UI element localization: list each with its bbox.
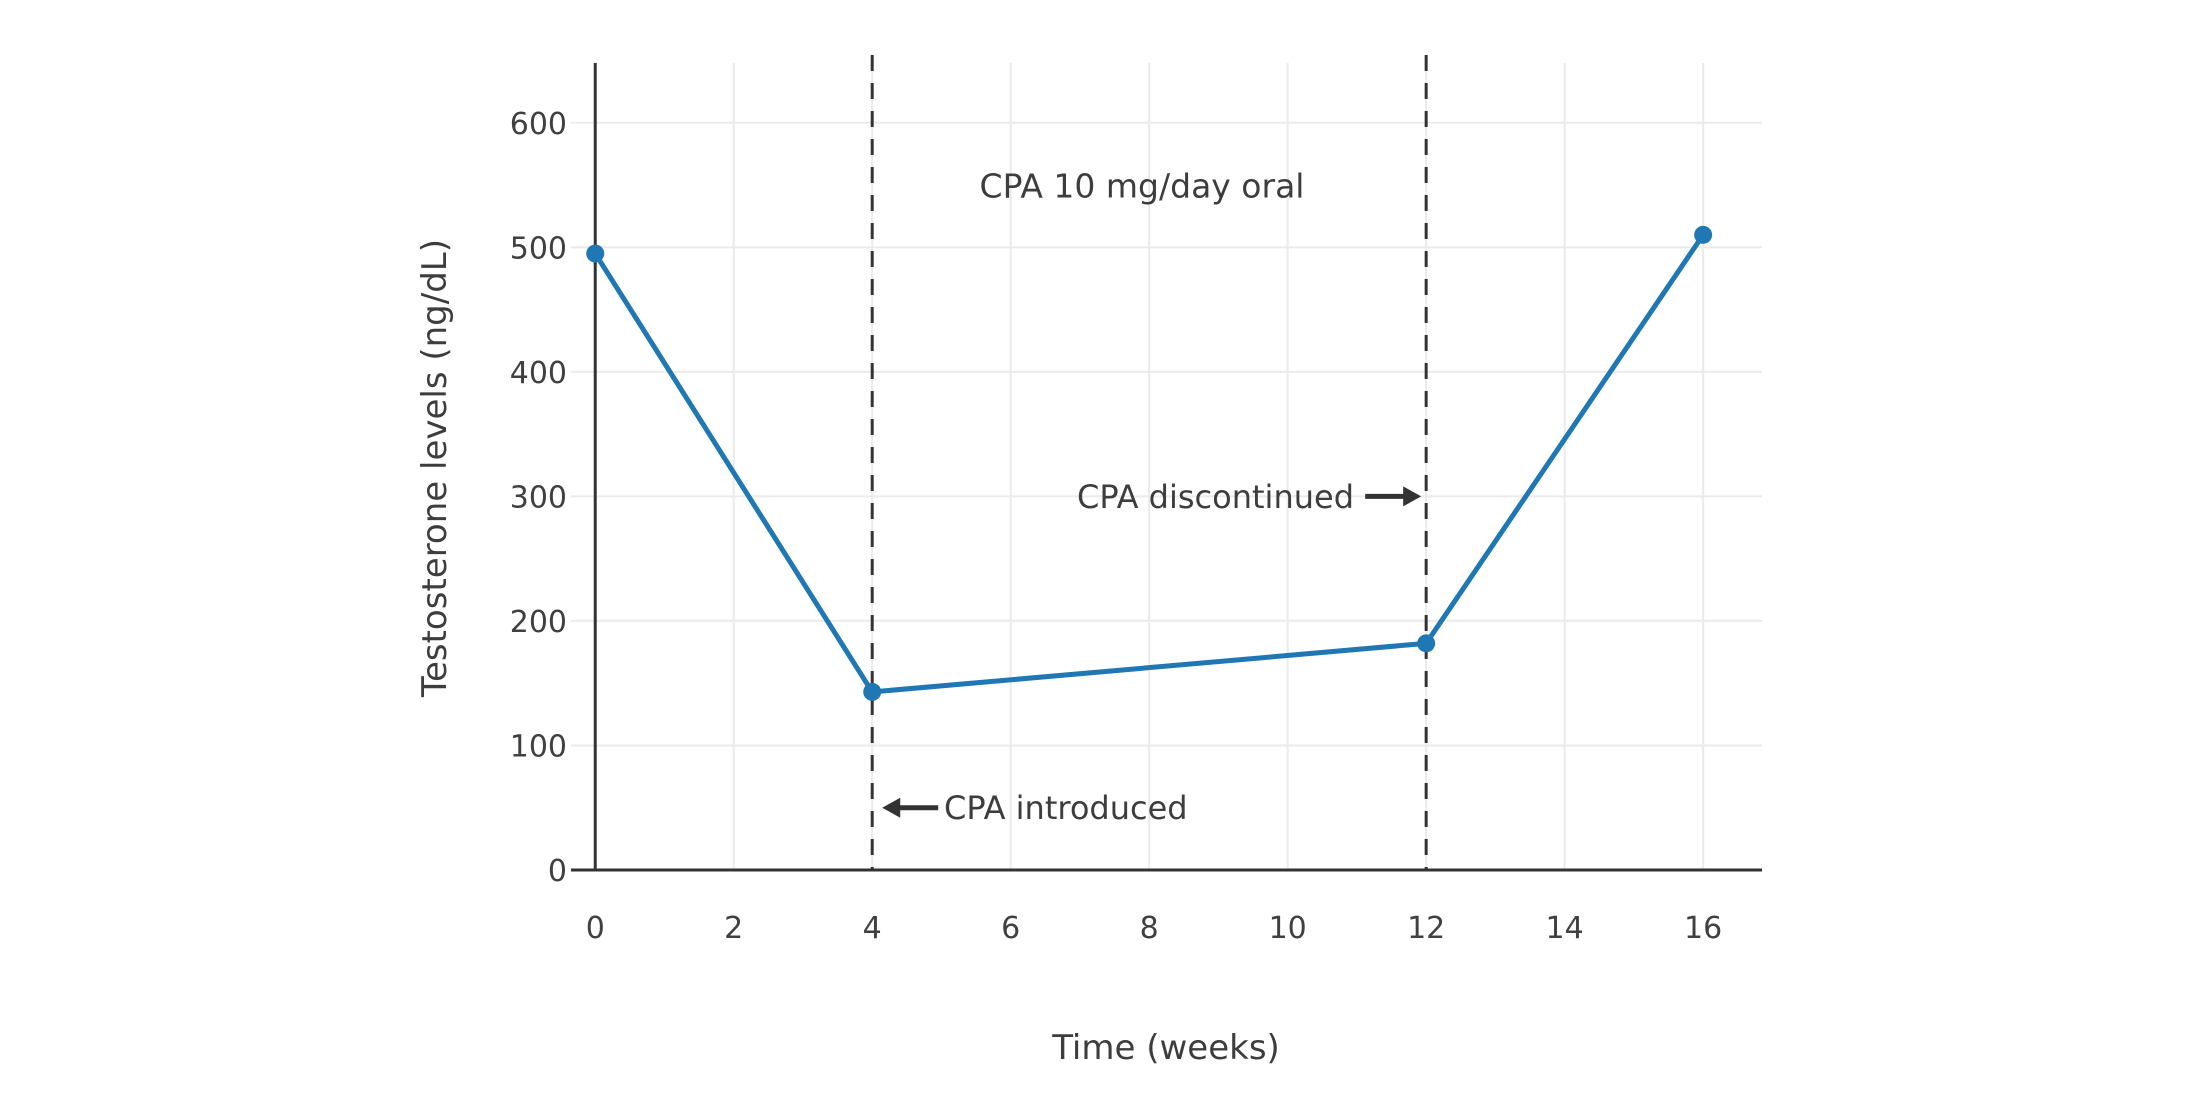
- data-point-week-12: [1417, 634, 1436, 653]
- annotation-cpa-dose: CPA 10 mg/day oral: [979, 166, 1305, 206]
- x-tick-label-4: 4: [863, 911, 882, 946]
- data-point-week-4: [863, 682, 882, 701]
- data-point-week-0: [586, 244, 605, 263]
- y-tick-label-0: 0: [548, 854, 567, 889]
- testosterone-line: [592, 232, 1706, 695]
- y-tick-label-300: 300: [510, 480, 567, 515]
- y-tick-label-400: 400: [510, 356, 567, 391]
- y-axis-title: Testosterone levels (ng/dL): [415, 238, 455, 698]
- y-tick-label-600: 600: [510, 107, 567, 142]
- y-tick-label-100: 100: [510, 729, 567, 764]
- annotation-cpa-discontinued: CPA discontinued: [1077, 478, 1354, 516]
- data-point-week-16: [1694, 225, 1713, 244]
- x-tick-label-14: 14: [1546, 911, 1584, 946]
- cpa-introduced-arrowhead-icon: [882, 797, 901, 818]
- x-tick-label-8: 8: [1140, 911, 1159, 946]
- y-tick-label-200: 200: [510, 605, 567, 640]
- x-tick-label-16: 16: [1684, 911, 1722, 946]
- cpa-discontinued-arrowhead-icon: [1403, 486, 1422, 507]
- x-axis-title: Time (weeks): [1052, 1028, 1280, 1068]
- y-tick-label-500: 500: [510, 231, 567, 266]
- x-tick-label-6: 6: [1001, 911, 1020, 946]
- x-tick-label-0: 0: [586, 911, 605, 946]
- x-tick-label-2: 2: [724, 911, 743, 946]
- x-tick-label-10: 10: [1269, 911, 1307, 946]
- x-tick-label-12: 12: [1407, 911, 1445, 946]
- annotation-cpa-introduced: CPA introduced: [944, 789, 1188, 827]
